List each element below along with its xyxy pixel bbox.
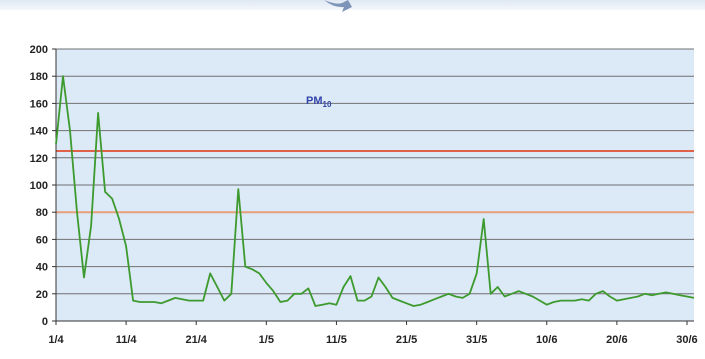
y-tick-label: 200 <box>30 44 48 56</box>
x-tick-label: 11/5 <box>326 334 347 346</box>
x-tick-label: 31/5 <box>466 334 487 346</box>
x-tick-label: 20/6 <box>606 334 627 346</box>
y-tick-label: 100 <box>30 180 48 192</box>
y-tick-label: 60 <box>36 234 48 246</box>
y-tick-label: 20 <box>36 289 48 301</box>
top-decorative-band <box>0 0 705 10</box>
x-tick-label: 11/4 <box>116 334 138 346</box>
x-tick-label: 21/5 <box>396 334 417 346</box>
y-tick-label: 180 <box>30 71 48 83</box>
y-tick-label: 160 <box>30 98 48 110</box>
x-tick-label: 21/4 <box>186 334 208 346</box>
y-axis: 0 20 40 60 80 100 120 140 160 180 200 <box>30 44 57 328</box>
x-axis: 1/4 11/4 21/4 1/5 11/5 21/5 31/5 10/6 20/6 30/6 <box>48 320 698 346</box>
x-tick-label: 1/4 <box>48 334 64 346</box>
y-tick-label: 140 <box>30 126 48 138</box>
y-tick-label: 80 <box>36 207 48 219</box>
reference-lines <box>56 150 694 214</box>
down-arrow-icon <box>324 0 352 12</box>
pm10-annotation: PM10 <box>306 95 332 109</box>
x-tick-label: 30/6 <box>676 334 697 346</box>
y-tick-label: 40 <box>36 262 48 274</box>
y-tick-label: 120 <box>30 153 48 165</box>
x-tick-label: 10/6 <box>536 334 557 346</box>
x-tick-label: 1/5 <box>259 334 274 346</box>
series-line <box>55 75 695 307</box>
y-tick-label: 0 <box>42 316 48 328</box>
